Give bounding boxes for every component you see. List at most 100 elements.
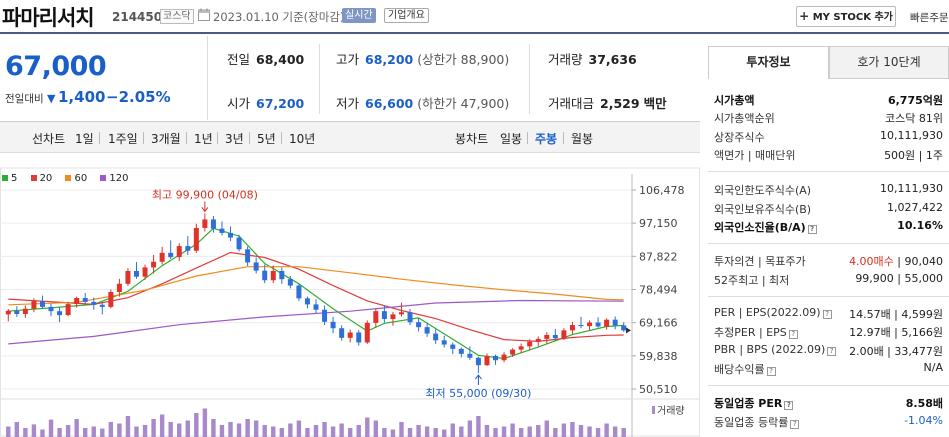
candle-body	[381, 311, 387, 319]
volume-bar	[476, 416, 481, 437]
volume-bar	[245, 419, 250, 437]
ma20-line	[8, 251, 624, 343]
volume-bar	[168, 422, 173, 437]
volume-bar	[322, 422, 327, 437]
open-price: 시가 67,200	[227, 96, 305, 111]
volume-bar	[347, 428, 353, 437]
candle-body	[364, 322, 370, 343]
volume-bar	[202, 408, 208, 437]
stock-header: 파마리서치 214450 코스닥 2023.01.10 기준(장마감) 실시간 …	[0, 0, 949, 34]
candle-body	[424, 327, 430, 334]
period-5y[interactable]: 5년	[257, 132, 276, 146]
period-3m[interactable]: 3개월	[151, 132, 181, 146]
volume-bar	[373, 420, 379, 437]
volume-bar	[510, 423, 515, 437]
period-1d[interactable]: 1일	[75, 132, 94, 146]
price-chart[interactable]: 5 20 60 120 106,478 97,150 87,822 78,494 69,…	[0, 154, 700, 437]
volume-bar	[91, 426, 96, 437]
foreign-limit-row: 외국인한도주식수(A) 10,111,930	[714, 182, 943, 197]
change-value: 1,400	[58, 88, 106, 106]
dividend-row: 배당수익률? N/A	[714, 361, 943, 376]
market-cap-row: 시가총액 6,775억원	[714, 94, 943, 107]
par-value-row: 액면가 | 매매단위 500원 | 1주	[714, 149, 943, 162]
candle-body	[595, 322, 601, 327]
min-annotation: 최저 55,000 (09/30)	[425, 387, 531, 400]
candlestick-svg[interactable]: 106,478 97,150 87,822 78,494 69,166 59,838 50,…	[0, 154, 700, 437]
candle-body	[193, 227, 199, 251]
candle-body	[347, 332, 353, 338]
help-icon[interactable]: ?	[788, 330, 798, 339]
volume-bar	[501, 426, 507, 437]
change-label: 전일대비	[5, 93, 44, 105]
help-icon[interactable]: ?	[807, 225, 817, 234]
volume-bar	[305, 428, 310, 437]
trade-amount: 거래대금 2,529 백만	[548, 96, 667, 111]
volume-bar	[330, 426, 336, 437]
candle-body	[544, 334, 550, 339]
period-3y[interactable]: 3년	[225, 132, 244, 146]
candle-weekly[interactable]: 주봉	[535, 132, 558, 146]
tab-order-book[interactable]: 호가 10단계	[829, 46, 949, 79]
plus-icon: +	[799, 9, 810, 23]
candle-daily[interactable]: 일봉	[500, 132, 523, 146]
volume-label: 거래량	[657, 405, 685, 417]
volume-bar	[194, 413, 199, 437]
foreign-ratio-row: 외국인소진율(B/A)? 10.16%	[714, 219, 943, 234]
legend-ma60: 60	[65, 173, 87, 184]
candle-body	[22, 308, 28, 315]
candle-body	[125, 270, 131, 284]
candle-body	[270, 270, 276, 281]
period-1y[interactable]: 1년	[194, 132, 213, 146]
volume-bar	[339, 423, 344, 437]
candle-body	[578, 325, 584, 327]
candle-body	[373, 311, 379, 323]
candle-body	[39, 301, 45, 307]
candle-body	[245, 249, 251, 263]
candle-body	[91, 301, 97, 305]
help-icon[interactable]: ?	[766, 367, 776, 376]
volume-bar	[416, 425, 421, 437]
industry-rate-row: 동일업종 등락률? -1.04%	[714, 414, 943, 429]
volume-bar	[177, 423, 182, 437]
candle-body	[133, 270, 139, 277]
candle-body	[398, 312, 404, 315]
ma5-line	[8, 227, 624, 360]
add-mystock-button[interactable]: + MY STOCK 추가	[796, 6, 896, 27]
quick-order-link[interactable]: 빠른주문	[910, 12, 949, 24]
volume-bar	[587, 426, 592, 437]
candle-body	[304, 298, 310, 305]
candle-body	[604, 319, 610, 327]
volume-bar	[100, 428, 105, 437]
candle-body	[612, 319, 618, 326]
help-icon[interactable]: ?	[822, 310, 832, 319]
pbr-row: PBR | BPS (2022.09)? 2.00배 | 33,477원	[714, 343, 943, 358]
volume-bar	[365, 417, 370, 437]
candle-monthly[interactable]: 월봉	[571, 132, 594, 146]
volume-bar	[262, 425, 267, 437]
candle-body	[569, 325, 575, 331]
candle-body	[31, 301, 37, 309]
candle-body	[356, 332, 362, 343]
info-tabs: 투자정보 호가 10단계	[708, 46, 949, 79]
y-tick-label: 97,150	[639, 217, 678, 230]
tab-investment-info[interactable]: 투자정보	[708, 46, 829, 79]
volume-bar	[74, 419, 79, 437]
help-icon[interactable]: ?	[827, 347, 837, 356]
y-tick-label: 69,166	[639, 317, 678, 330]
volume-bar	[279, 428, 285, 437]
help-icon[interactable]: ?	[784, 401, 794, 410]
help-icon[interactable]: ?	[790, 420, 800, 429]
company-overview-button[interactable]: 기업개요	[384, 8, 429, 23]
volume-bar	[159, 414, 165, 437]
volume-bar	[467, 420, 473, 437]
realtime-button[interactable]: 실시간	[342, 8, 376, 23]
volume-bar	[83, 428, 88, 437]
period-1w[interactable]: 1주일	[108, 132, 138, 146]
min-arrow-head	[475, 374, 482, 380]
period-10y[interactable]: 10년	[289, 132, 316, 146]
volume-bar	[493, 428, 498, 437]
volume-bar	[484, 425, 490, 437]
high-price: 고가 68,200 (상한가 88,900)	[336, 52, 510, 67]
volume-bar	[253, 420, 259, 437]
candle-body	[390, 314, 396, 319]
